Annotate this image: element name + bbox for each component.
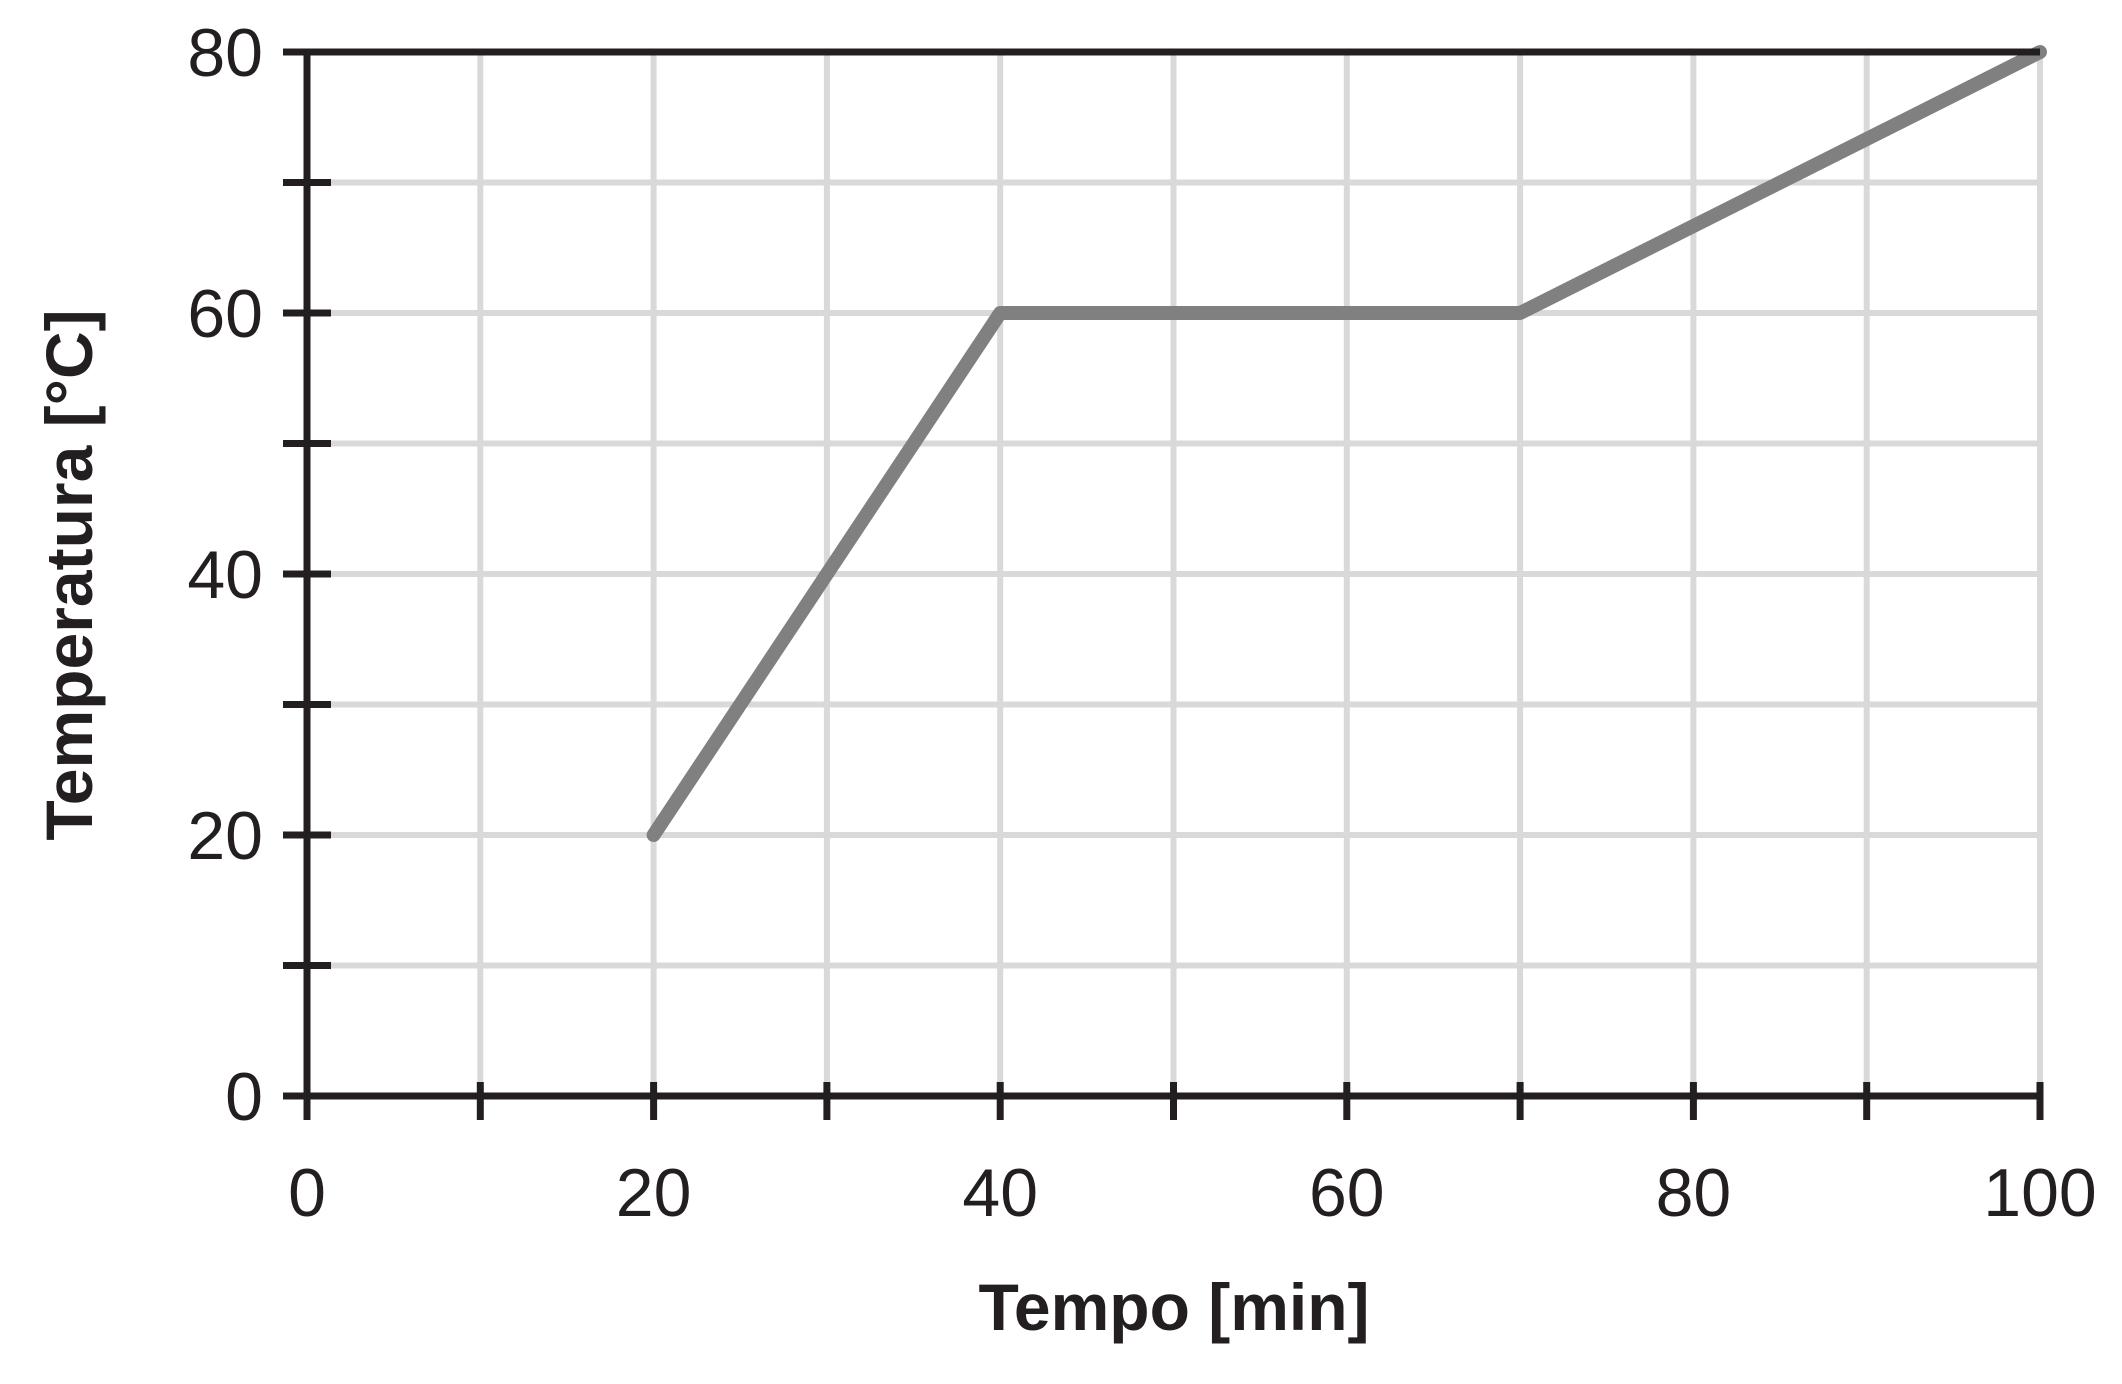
data-point [999,312,1002,314]
x-axis-title: Tempo [min] [978,1270,1369,1344]
data-point [652,834,655,836]
x-tick-label: 40 [962,1155,1038,1231]
x-tick-label: 0 [288,1155,326,1231]
x-tick-label: 100 [1983,1155,2096,1231]
y-tick-label: 80 [187,15,263,91]
gridlines [307,52,2043,1096]
y-tick-label: 0 [225,1059,263,1135]
y-axis-title: Temperatura [°C] [32,309,106,840]
y-tick-label: 60 [187,276,263,352]
data-point [1519,312,1522,314]
tick-marks [283,48,2044,1120]
y-tick-label: 40 [187,537,263,613]
tick-labels: 0 20 40 60 80 100 0 20 40 60 80 [187,15,2096,1231]
x-tick-label: 80 [1656,1155,1732,1231]
y-tick-label: 20 [187,798,263,874]
x-tick-label: 20 [616,1155,692,1231]
series-line-0 [646,45,2047,842]
x-tick-label: 60 [1309,1155,1385,1231]
